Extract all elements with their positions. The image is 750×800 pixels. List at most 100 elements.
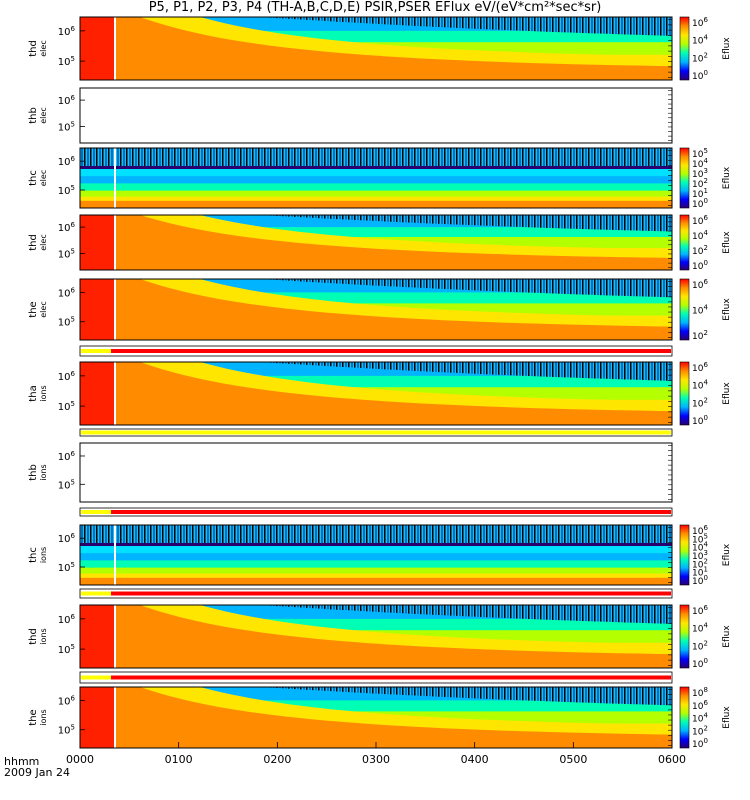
y-tick-label: 105 xyxy=(58,478,75,491)
flag-red-segment xyxy=(111,510,671,514)
flag-red-segment xyxy=(111,675,671,680)
figure-title: P5, P1, P2, P3, P4 (TH-A,B,C,D,E) PSIR,P… xyxy=(148,0,602,15)
y-axis-label: thb xyxy=(28,464,39,481)
spectrogram-band xyxy=(80,227,672,238)
colorbar-tick-label: 106 xyxy=(692,278,708,291)
spectrogram-band xyxy=(80,618,672,631)
time-axis-label: hhmm 2009 Jan 24 xyxy=(4,756,70,778)
spectrogram-band xyxy=(80,169,672,177)
spectrogram-image xyxy=(80,605,672,668)
colorbar xyxy=(679,278,690,341)
y-axis-label: thd xyxy=(28,628,39,645)
flag-yellow-segment xyxy=(81,675,111,680)
y-axis-label: ions xyxy=(39,464,48,480)
flux-saturation xyxy=(80,279,114,340)
spectrogram-image xyxy=(80,148,672,208)
panel-frame xyxy=(79,278,673,341)
flag-yellow-segment xyxy=(81,349,111,353)
panel-the-elec: 106 105 the elec 106 104 102 Eflux xyxy=(28,278,732,342)
y-tick-label: 106 xyxy=(58,613,76,626)
y-tick-label: 105 xyxy=(58,55,75,68)
y-tick-label: 105 xyxy=(58,643,75,656)
time-tick-label: 0000 xyxy=(66,753,94,766)
y-tick-label: 106 xyxy=(58,370,76,383)
colorbar xyxy=(679,361,690,426)
colorbar-tick-label: 104 xyxy=(692,712,708,725)
y-tick-label: 105 xyxy=(58,248,75,261)
colorbar-tick-label: 102 xyxy=(692,244,708,257)
colorbar xyxy=(679,16,690,81)
spectrogram-image xyxy=(80,17,672,80)
y-tick-label: 106 xyxy=(58,25,76,38)
flag-red-segment xyxy=(111,591,671,596)
y-tick-label: 105 xyxy=(58,724,75,737)
colorbar-label: Eflux xyxy=(722,382,732,405)
y-axis-label: elec xyxy=(39,107,48,123)
spectrogram-band xyxy=(80,700,672,712)
colorbar-tick-label: 100 xyxy=(692,69,708,82)
noise-region xyxy=(260,605,672,624)
flag-yellow-segment xyxy=(111,430,671,435)
spectrogram-band xyxy=(80,292,672,304)
noise-region xyxy=(260,17,672,36)
noise-region xyxy=(260,362,672,381)
colorbar-label: Eflux xyxy=(722,298,732,321)
colorbar-tick-label: 104 xyxy=(692,229,708,242)
colorbar-tick-label: 102 xyxy=(692,396,708,409)
spectrogram-image xyxy=(80,362,672,425)
spectrogram-band xyxy=(80,577,672,585)
y-axis-label: the xyxy=(28,709,39,725)
time-axis-date-label: 2009 Jan 24 xyxy=(4,766,70,779)
noise-region xyxy=(80,525,672,543)
y-tick-label: 106 xyxy=(58,694,76,707)
colorbar-label: Eflux xyxy=(722,37,732,60)
panel-thd-elec: 106 105 thd elec 106 104 102 100 Eflux xyxy=(28,16,732,82)
colorbar xyxy=(679,524,690,586)
colorbar-tick-label: 104 xyxy=(692,304,708,317)
colorbar-label: Eflux xyxy=(722,543,732,566)
y-tick-label: 105 xyxy=(58,184,75,197)
y-axis-label: thb xyxy=(28,107,39,124)
flux-wedge xyxy=(80,687,672,748)
y-tick-label: 105 xyxy=(58,316,75,329)
y-axis-label: elec xyxy=(39,234,48,250)
colorbar xyxy=(679,214,690,271)
panel-thd-ions: 106 105 thd ions 106 104 102 100 Eflux xyxy=(28,604,732,670)
spectrogram-band xyxy=(80,567,672,575)
panel-thb-elec: 106 105 thb elec xyxy=(28,87,673,144)
spectrogram-band xyxy=(80,30,672,43)
flag-bar xyxy=(79,507,673,517)
y-axis-label: elec xyxy=(39,170,48,186)
y-tick-label: 106 xyxy=(58,155,76,168)
noise-region xyxy=(260,279,672,298)
panel-frame xyxy=(79,147,673,209)
time-tick-label: 0500 xyxy=(559,753,587,766)
flux-saturation xyxy=(80,17,114,80)
panel-frame xyxy=(79,16,673,81)
y-tick-label: 105 xyxy=(58,400,75,413)
colorbar xyxy=(679,147,690,209)
noise-region xyxy=(260,687,672,706)
flux-saturation xyxy=(80,605,114,668)
time-axis: 0000 0100 0200 0300 0400 0500 0600 xyxy=(66,742,686,766)
y-tick-label: 106 xyxy=(58,94,76,107)
colorbar-tick-label: 106 xyxy=(692,16,708,29)
flux-saturation xyxy=(80,215,114,270)
flux-wedge xyxy=(80,17,672,80)
flag-bar xyxy=(79,588,673,599)
colorbar-tick-label: 100 xyxy=(692,737,708,750)
panel-tha-ions: 106 105 tha ions 106 104 102 100 Eflux xyxy=(28,361,732,427)
spectrogram-band xyxy=(80,183,672,192)
colorbar-tick-label: 100 xyxy=(692,414,708,427)
colorbar-tick-label: 106 xyxy=(692,214,708,227)
flux-wedge xyxy=(80,215,672,270)
flag-yellow-segment xyxy=(81,591,111,596)
y-tick-label: 105 xyxy=(58,121,75,134)
colorbar-tick-label: 102 xyxy=(692,329,708,342)
spectrogram-band xyxy=(80,190,672,198)
panel-frame xyxy=(79,87,673,144)
y-tick-label: 106 xyxy=(58,286,76,299)
